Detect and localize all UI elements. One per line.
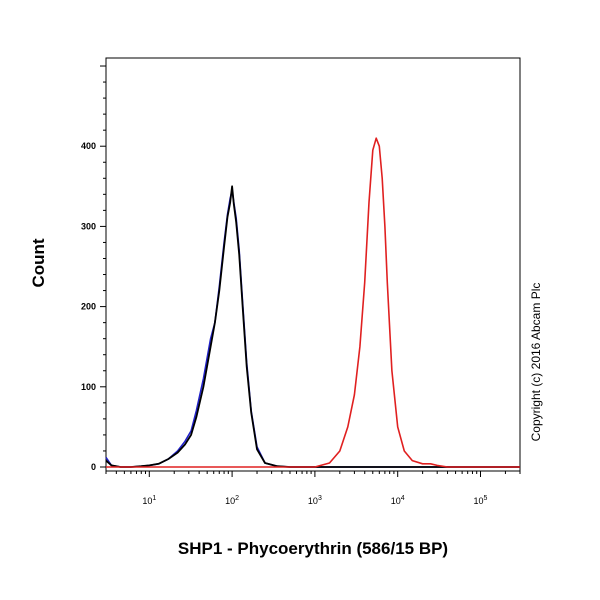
x-axis-title: SHP1 - Phycoerythrin (586/15 BP) <box>178 539 448 558</box>
x-tick-label: 105 <box>474 495 488 506</box>
x-axis: 101 102 103 104 105 <box>105 471 521 506</box>
series-line-0 <box>105 189 520 468</box>
x-tick-label: 104 <box>391 495 405 506</box>
copyright-notice: Copyright (c) 2016 Abcam Plc <box>529 283 543 442</box>
y-axis-title: Count <box>29 238 48 287</box>
y-tick-label: 100 <box>81 382 96 392</box>
series-line-2 <box>106 137 520 468</box>
y-axis: 0 100 200 300 400 <box>81 65 106 472</box>
y-tick-label: 300 <box>81 221 96 231</box>
x-tick-label: 103 <box>308 495 322 506</box>
plot-frame <box>105 57 521 472</box>
y-tick-label: 200 <box>81 302 96 312</box>
x-tick-label: 101 <box>142 495 156 506</box>
series-line-1 <box>105 185 520 468</box>
series-layer <box>105 137 520 468</box>
y-tick-label: 400 <box>81 141 96 151</box>
x-tick-label: 102 <box>225 495 239 506</box>
y-tick-label: 0 <box>91 462 96 472</box>
